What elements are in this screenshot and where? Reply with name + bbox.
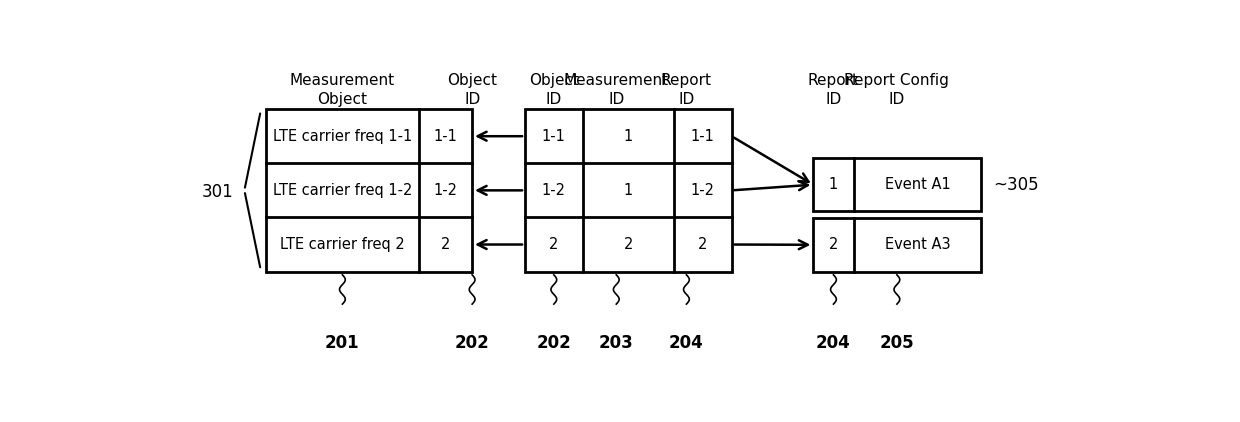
Text: 2: 2: [698, 237, 708, 252]
Bar: [813, 158, 982, 211]
Text: 2: 2: [549, 237, 558, 252]
Text: ~305: ~305: [993, 176, 1039, 194]
Text: Report
ID: Report ID: [661, 73, 712, 107]
Text: 2: 2: [624, 237, 632, 252]
Text: 301: 301: [202, 183, 233, 201]
Bar: [813, 218, 982, 272]
Text: 201: 201: [325, 334, 360, 352]
Text: 2: 2: [441, 237, 450, 252]
Text: LTE carrier freq 2: LTE carrier freq 2: [280, 237, 404, 252]
Text: Report
ID: Report ID: [808, 73, 859, 107]
Text: LTE carrier freq 1-1: LTE carrier freq 1-1: [273, 129, 412, 144]
Text: 204: 204: [670, 334, 704, 352]
Text: 1: 1: [624, 183, 632, 198]
Text: 1-2: 1-2: [434, 183, 458, 198]
Bar: [265, 109, 472, 272]
Text: Report Config
ID: Report Config ID: [844, 73, 950, 107]
Text: 1-1: 1-1: [542, 129, 565, 144]
Text: Event A1: Event A1: [884, 177, 950, 192]
Text: 1-1: 1-1: [691, 129, 714, 144]
Text: 1-1: 1-1: [434, 129, 458, 144]
Text: LTE carrier freq 1-2: LTE carrier freq 1-2: [273, 183, 412, 198]
Text: Measurement
ID: Measurement ID: [564, 73, 668, 107]
Text: 1: 1: [624, 129, 632, 144]
Text: 205: 205: [879, 334, 914, 352]
Text: 202: 202: [455, 334, 490, 352]
Text: 202: 202: [537, 334, 572, 352]
Text: Event A3: Event A3: [885, 237, 950, 252]
Text: 1-2: 1-2: [691, 183, 714, 198]
Text: 203: 203: [599, 334, 634, 352]
Text: Measurement
Object: Measurement Object: [290, 73, 396, 107]
Text: 1-2: 1-2: [542, 183, 565, 198]
Text: 1: 1: [828, 177, 838, 192]
Text: 2: 2: [828, 237, 838, 252]
Text: Object
ID: Object ID: [448, 73, 497, 107]
Text: 204: 204: [816, 334, 851, 352]
Bar: [525, 109, 732, 272]
Text: Object
ID: Object ID: [528, 73, 579, 107]
